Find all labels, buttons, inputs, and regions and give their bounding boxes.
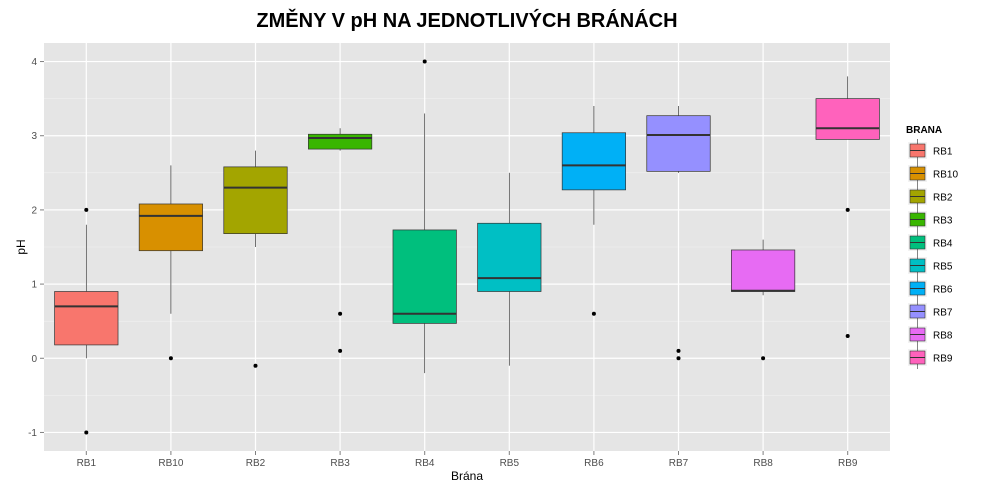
chart-title: ZMĚNY V pH NA JEDNOTLIVÝCH BRÁNÁCH [256, 8, 677, 32]
x-tick-label: RB4 [415, 458, 435, 469]
box-body [561, 132, 626, 191]
x-tick-label: RB6 [584, 458, 604, 469]
legend-label: RB5 [933, 262, 953, 273]
box-body [54, 291, 119, 346]
x-tick-label: RB5 [500, 458, 520, 469]
outlier-point [422, 59, 427, 64]
box-body [646, 115, 711, 172]
box-rb10 [138, 165, 203, 361]
box-rb4 [392, 59, 457, 374]
x-tick-label: RB1 [77, 458, 97, 469]
box-rb5 [477, 172, 542, 366]
box-rb2 [223, 150, 288, 368]
outlier-point [338, 311, 343, 316]
legend-item-rb5: RB5 [908, 254, 953, 277]
outlier-point [761, 356, 766, 361]
box-body [138, 203, 203, 252]
box-rb9 [815, 76, 880, 339]
box-body [392, 229, 457, 324]
box-rb7 [646, 106, 711, 361]
box-rb8 [731, 239, 796, 361]
outlier-point [845, 207, 850, 212]
legend: BRANA RB1 RB10 RB2 RB3 RB4 RB5 RB6 RB7 RB8 RB9 [906, 125, 958, 369]
y-tick-label: 1 [31, 280, 37, 291]
legend-item-rb6: RB6 [908, 277, 953, 300]
legend-label: RB10 [933, 170, 958, 181]
outlier-point [676, 348, 681, 353]
legend-item-rb4: RB4 [908, 231, 953, 254]
legend-label: RB8 [933, 331, 953, 342]
outlier-point [168, 356, 173, 361]
x-tick-label: RB2 [246, 458, 266, 469]
legend-label: RB2 [933, 193, 953, 204]
outlier-point [84, 207, 89, 212]
outlier-point [591, 311, 596, 316]
legend-item-rb7: RB7 [908, 300, 953, 323]
legend-title: BRANA [906, 125, 942, 136]
y-tick-label: 2 [31, 205, 37, 216]
y-tick-label: 4 [31, 57, 37, 68]
y-axis: -1 0 1 2 3 4 [28, 57, 44, 439]
legend-label: RB7 [933, 308, 953, 319]
box-rb6 [561, 106, 626, 316]
legend-item-rb1: RB1 [908, 139, 953, 162]
x-tick-label: RB8 [753, 458, 773, 469]
legend-item-rb2: RB2 [908, 185, 953, 208]
y-tick-label: -1 [28, 428, 37, 439]
x-axis-title: Brána [451, 469, 483, 483]
legend-item-rb10: RB10 [908, 162, 958, 185]
legend-label: RB6 [933, 285, 953, 296]
box-body [731, 249, 796, 292]
legend-item-rb9: RB9 [908, 346, 953, 369]
y-axis-title: pH [14, 239, 28, 254]
outlier-point [845, 334, 850, 339]
legend-item-rb8: RB8 [908, 323, 953, 346]
outlier-point [338, 348, 343, 353]
legend-label: RB1 [933, 147, 953, 158]
box-rb3 [308, 128, 373, 353]
legend-label: RB9 [933, 354, 953, 365]
box-rb1 [54, 207, 119, 435]
x-tick-label: RB10 [158, 458, 183, 469]
box-body [308, 133, 373, 150]
x-tick-label: RB9 [838, 458, 858, 469]
legend-label: RB4 [933, 239, 953, 250]
y-tick-label: 0 [31, 354, 37, 365]
x-axis: RB1 RB10 RB2 RB3 RB4 RB5 RB6 RB7 RB8 RB9 [77, 451, 858, 469]
x-tick-label: RB3 [330, 458, 350, 469]
boxes-group [54, 59, 880, 435]
legend-item-rb3: RB3 [908, 208, 953, 231]
legend-label: RB3 [933, 216, 953, 227]
outlier-point [84, 430, 89, 435]
outlier-point [676, 356, 681, 361]
box-body [477, 222, 542, 292]
y-tick-label: 3 [31, 131, 37, 142]
box-body [815, 98, 880, 140]
box-body [223, 166, 288, 234]
outlier-point [253, 363, 258, 368]
x-tick-label: RB7 [669, 458, 689, 469]
